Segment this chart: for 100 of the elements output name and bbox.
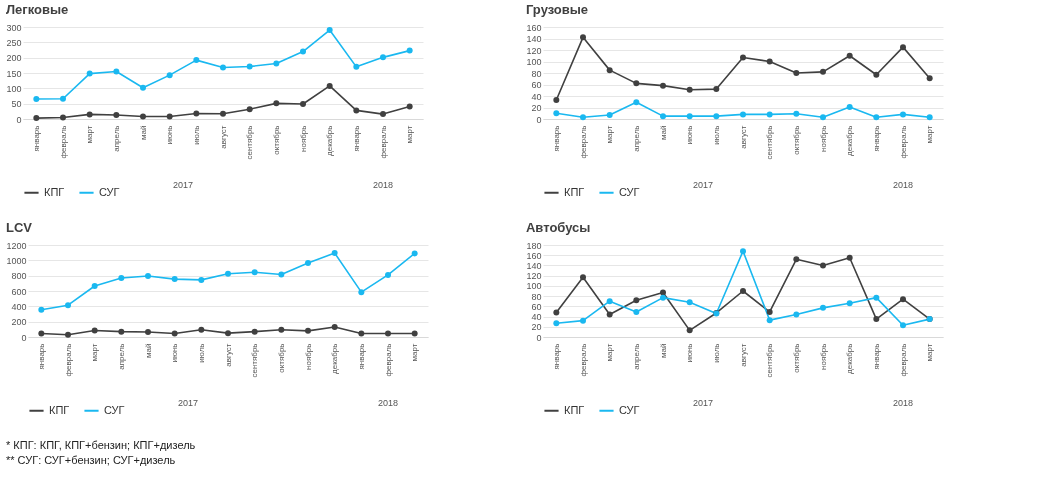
x-tick-label: март: [605, 343, 615, 362]
x-tick-label: январь: [351, 125, 361, 152]
point: [740, 248, 746, 255]
point: [873, 316, 880, 323]
point: [300, 48, 306, 55]
x-tick-label: январь: [31, 125, 41, 152]
point: [118, 328, 125, 335]
y-tick-label: 120: [526, 45, 542, 56]
x-tick-label: май: [658, 343, 668, 358]
y-tick-label: 100: [6, 83, 22, 94]
point: [145, 329, 151, 336]
point: [873, 294, 880, 301]
point: [145, 273, 151, 280]
point: [900, 111, 906, 118]
x-tick-label: октябрь: [791, 125, 801, 155]
point: [580, 34, 586, 41]
x-tick-label: март: [925, 125, 935, 144]
y-tick-label: 400: [11, 301, 27, 312]
x-tick-label: февраль: [898, 125, 908, 159]
point: [633, 308, 640, 315]
point: [406, 103, 413, 110]
point: [580, 114, 586, 121]
text: 2017: [177, 398, 199, 408]
point: [251, 269, 258, 276]
point: [766, 317, 773, 324]
point: [713, 86, 720, 93]
chart-title: LCV: [5, 220, 33, 235]
point: [91, 283, 98, 290]
point: [793, 256, 800, 263]
point: [278, 326, 285, 333]
x-tick-label: февраль: [378, 125, 388, 159]
y-tick-label: 1200: [6, 240, 27, 251]
x-tick-label: март: [405, 125, 415, 144]
point: [606, 298, 613, 305]
point: [713, 113, 720, 120]
point: [686, 86, 693, 93]
text: 2018: [377, 398, 399, 408]
point: [406, 47, 413, 54]
x-tick-label: январь: [551, 125, 561, 152]
x-tick-label: ноябрь: [818, 343, 828, 370]
y-tick-label: 40: [531, 312, 542, 323]
point: [846, 300, 853, 307]
point: [380, 111, 386, 118]
x-tick-label: ноябрь: [818, 125, 828, 152]
point: [873, 114, 880, 121]
y-tick-label: 150: [6, 68, 22, 79]
point: [331, 324, 338, 331]
y-tick-label: 0: [536, 114, 542, 125]
y-tick-label: 140: [526, 260, 542, 271]
point: [793, 110, 800, 117]
x-tick-label: март: [85, 125, 95, 144]
point: [86, 111, 93, 118]
x-tick-label: апрель: [631, 343, 641, 370]
y-tick-label: 100: [526, 281, 542, 292]
y-tick-label: 0: [16, 114, 22, 125]
point: [246, 106, 253, 113]
point: [660, 294, 666, 301]
point: [60, 95, 66, 102]
point: [353, 107, 360, 114]
y-tick-label: 20: [531, 322, 542, 333]
x-tick-label: август: [223, 343, 233, 367]
x-tick-label: февраль: [383, 343, 393, 377]
point: [411, 250, 418, 257]
x-tick-label: июнь: [170, 343, 180, 363]
text: 2018: [892, 398, 914, 408]
y-tick-label: 160: [526, 250, 542, 261]
point: [140, 84, 146, 91]
point: [900, 322, 906, 329]
y-tick-label: 40: [531, 91, 542, 102]
x-tick-label: сентябрь: [765, 125, 775, 160]
x-tick-label: сентябрь: [250, 343, 260, 378]
x-tick-label: ноябрь: [298, 125, 308, 152]
point: [251, 328, 258, 335]
point: [65, 331, 71, 338]
text: 2017: [172, 180, 194, 190]
x-tick-label: август: [738, 125, 748, 149]
y-tick-label: 180: [526, 240, 542, 251]
y-tick-label: 0: [536, 332, 542, 343]
point: [353, 63, 360, 70]
y-tick-label: 80: [531, 68, 542, 79]
point: [113, 112, 120, 119]
chart-title: Грузовые: [525, 2, 589, 17]
point: [358, 330, 365, 337]
x-tick-label: февраль: [63, 343, 73, 377]
point: [900, 296, 906, 303]
point: [225, 330, 231, 337]
x-tick-label: февраль: [58, 125, 68, 159]
point: [220, 110, 226, 117]
y-tick-label: 80: [531, 291, 542, 302]
point: [820, 114, 826, 121]
x-tick-label: декабрь: [845, 343, 855, 374]
x-tick-label: март: [605, 125, 615, 144]
point: [606, 67, 613, 74]
point: [900, 44, 906, 51]
point: [300, 100, 306, 107]
point: [380, 54, 386, 61]
point: [553, 320, 560, 327]
legend-label: СУГ: [619, 403, 640, 416]
chart-title: Автобусы: [525, 220, 591, 235]
x-tick-label: февраль: [578, 343, 588, 377]
